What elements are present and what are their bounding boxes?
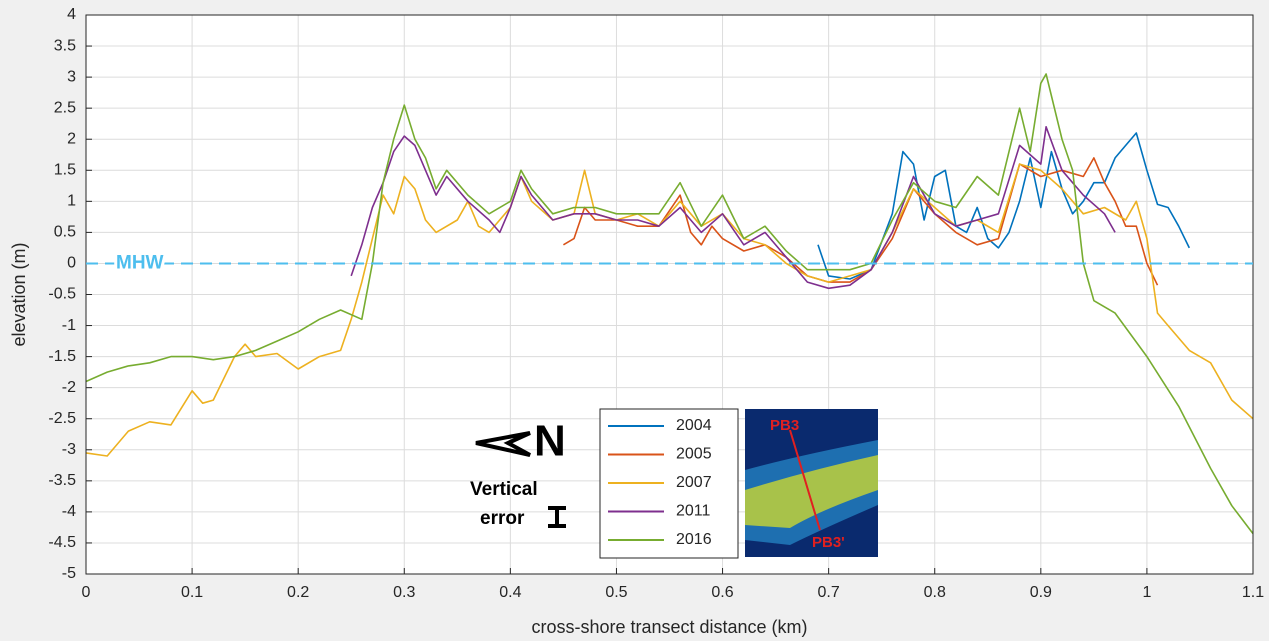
y-tick-label: 2 [67, 130, 76, 147]
y-tick-label: 0 [67, 255, 76, 272]
legend-label: 2007 [676, 474, 712, 491]
y-tick-label: 1 [67, 193, 76, 210]
y-tick-label: 3 [67, 68, 76, 85]
legend-label: 2011 [676, 503, 711, 520]
reference-label: MHW [116, 252, 164, 273]
y-tick-label: 1.5 [54, 161, 76, 178]
legend-label: 2016 [676, 531, 712, 548]
y-axis-label: elevation (m) [9, 242, 29, 346]
inset-label: PB3' [812, 534, 845, 551]
inset-label: PB3 [770, 417, 799, 434]
x-tick-label: 0.1 [181, 584, 203, 601]
chart: PB3 PB3' -5 -4.5 -4 -3.5 -3 -2.5 -2 -1.5 -1 -0.5 0 0… [0, 0, 1269, 641]
y-tick-label: -2 [62, 379, 76, 396]
y-tick-label: -4 [62, 503, 76, 520]
x-tick-label: 1 [1142, 584, 1151, 601]
map-inset: PB3 PB3' [745, 409, 878, 557]
x-tick-label: 0.4 [499, 584, 521, 601]
y-tick-label: -4.5 [48, 534, 76, 551]
legend-label: 2005 [676, 446, 712, 463]
y-tick-label: 3.5 [54, 37, 76, 54]
x-tick-label: 0.7 [818, 584, 840, 601]
y-tick-label: -3 [62, 441, 76, 458]
x-tick-label: 0 [82, 584, 91, 601]
north-label: N [534, 417, 566, 466]
y-tick-label: -2.5 [48, 410, 76, 427]
y-tick-label: -1.5 [48, 348, 76, 365]
x-tick-label: 0.9 [1030, 584, 1052, 601]
y-tick-label: 2.5 [54, 99, 76, 116]
legend-label: 2004 [676, 417, 712, 434]
y-tick-label: -1 [62, 317, 76, 334]
y-tick-label: 4 [67, 6, 76, 23]
y-tick-label: 0.5 [54, 224, 76, 241]
x-tick-label: 0.5 [605, 584, 627, 601]
y-tick-label: -5 [62, 565, 76, 582]
y-tick-label: -0.5 [48, 286, 76, 303]
x-axis-label: cross-shore transect distance (km) [531, 617, 807, 637]
x-tick-label: 0.6 [711, 584, 733, 601]
y-tick-label: -3.5 [48, 472, 76, 489]
x-tick-label: 0.2 [287, 584, 309, 601]
x-tick-label: 1.1 [1242, 584, 1264, 601]
x-tick-label: 0.8 [924, 584, 946, 601]
x-tick-label: 0.3 [393, 584, 415, 601]
